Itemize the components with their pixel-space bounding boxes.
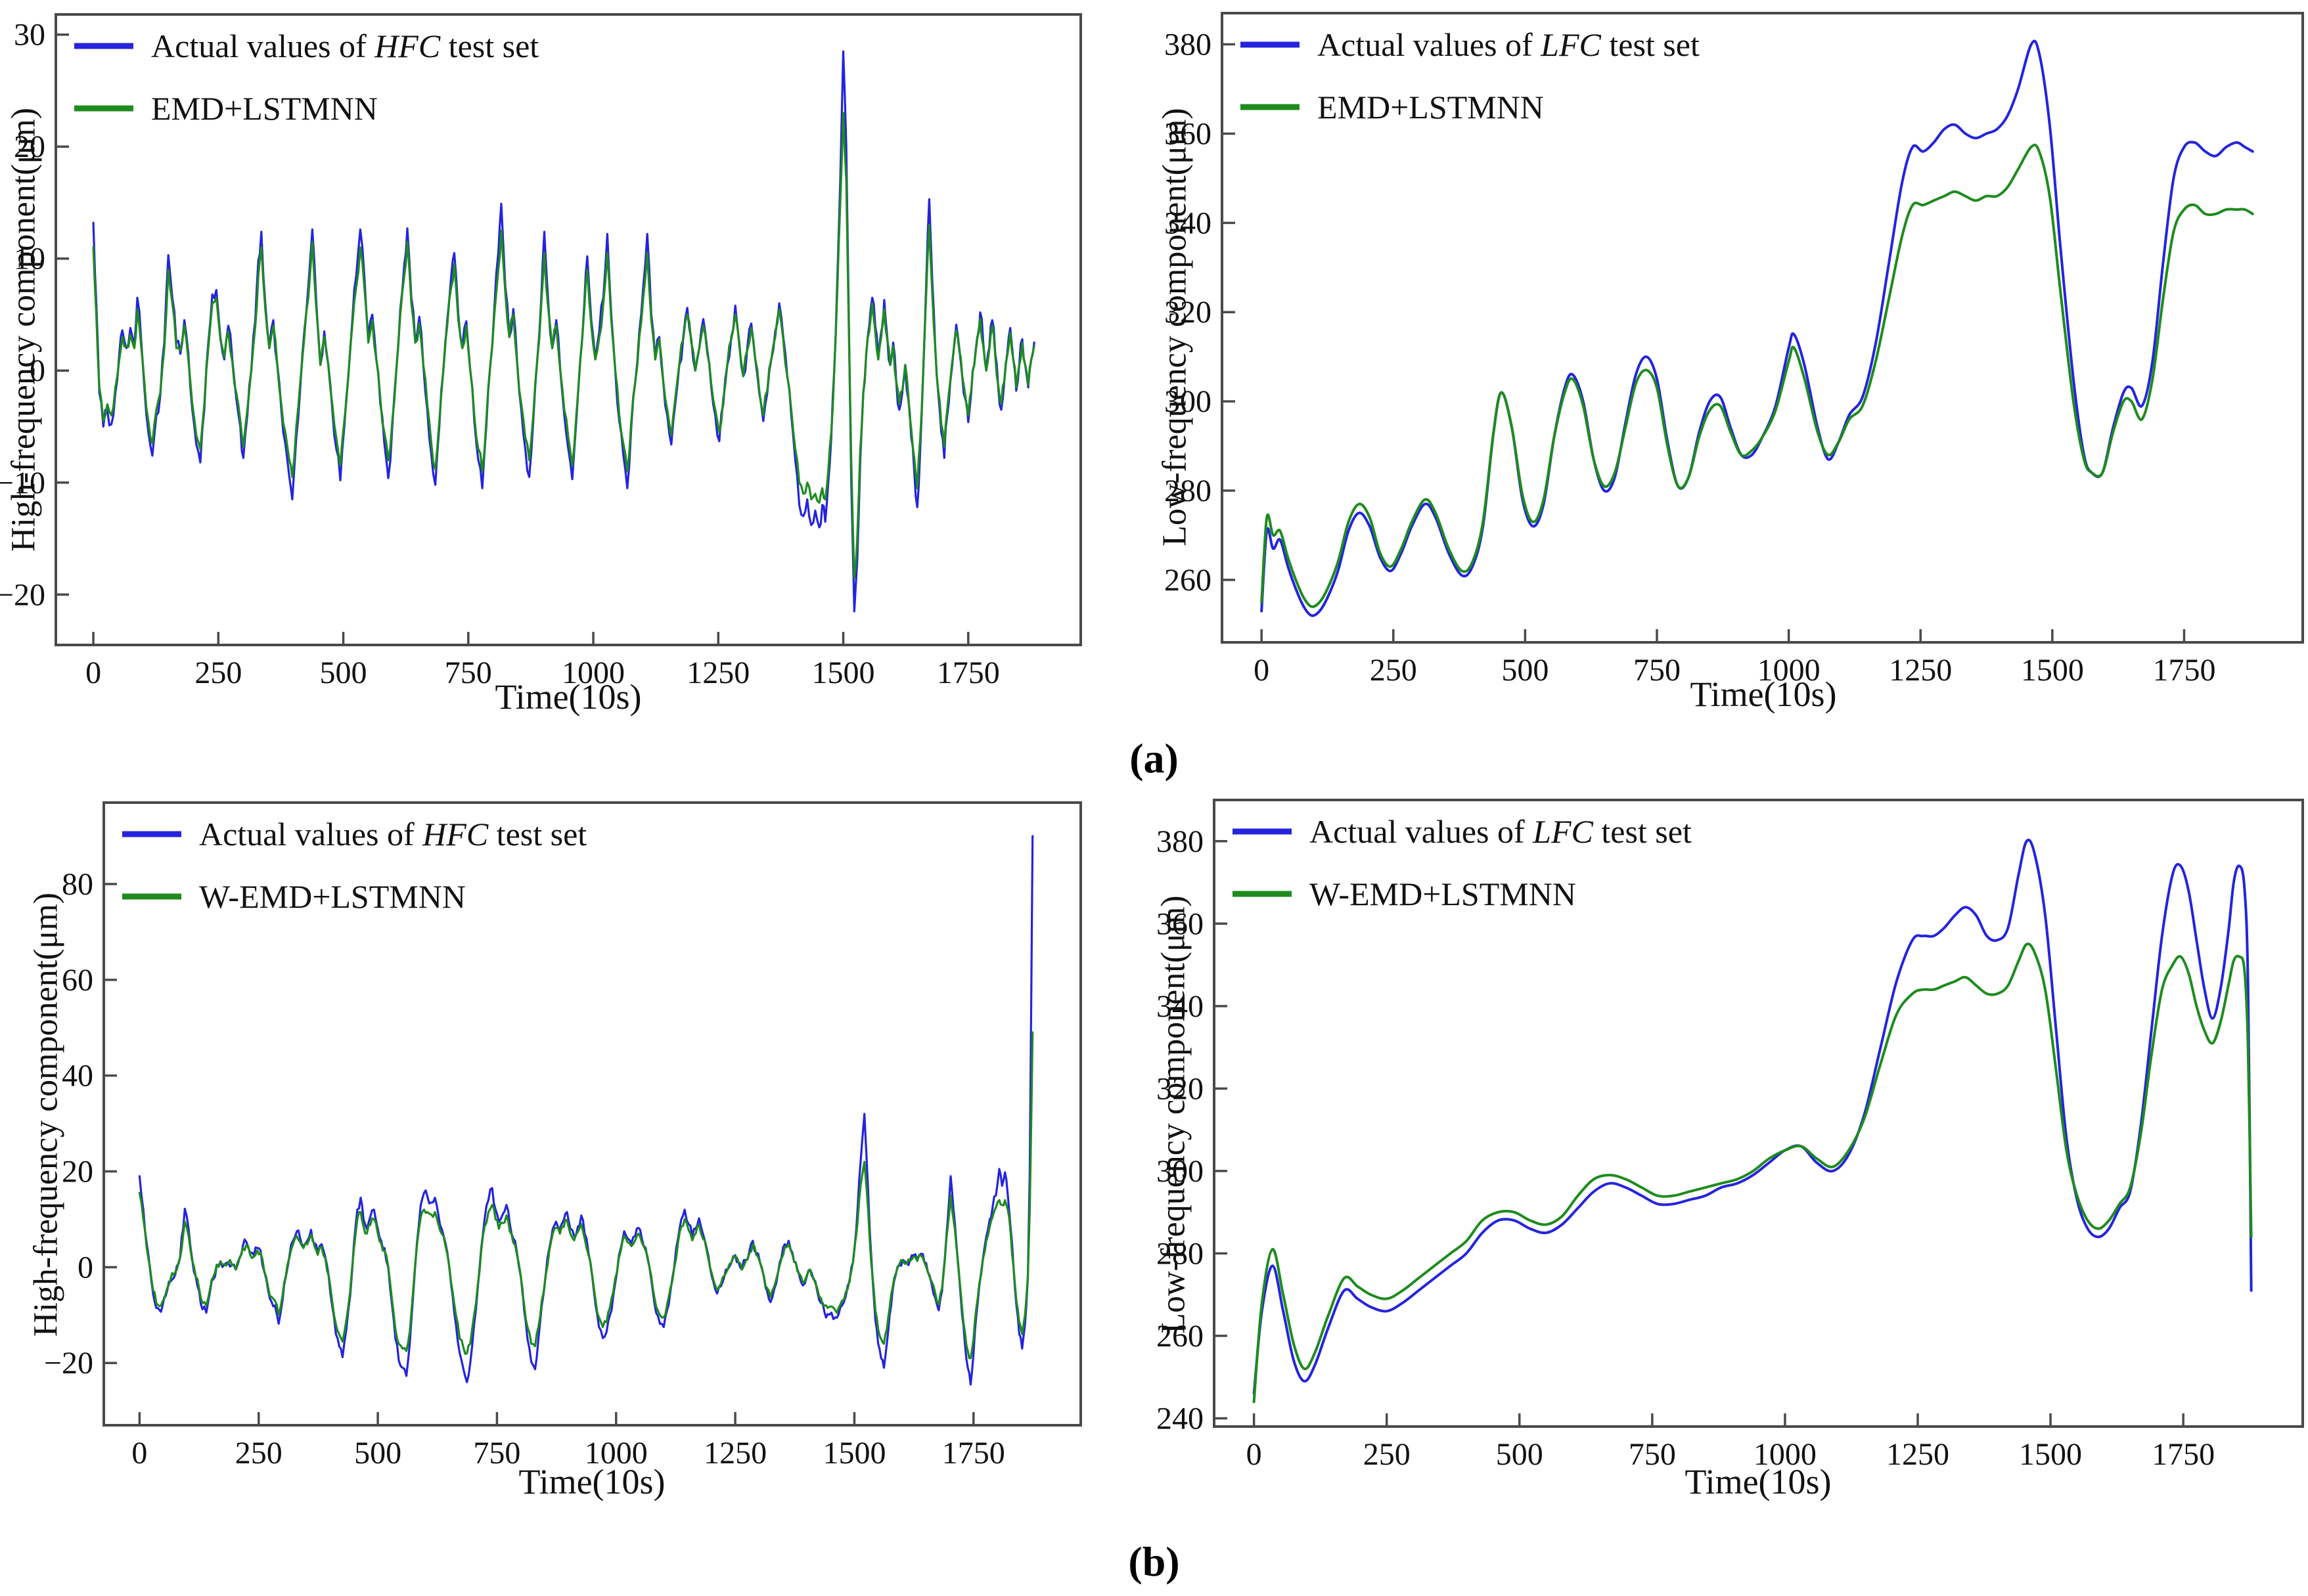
x-tick-label: 1250 <box>1889 653 1952 688</box>
plot-border <box>55 13 1082 646</box>
x-tick-label: 1250 <box>687 655 750 690</box>
series-line-actual-lfc <box>1260 39 2254 617</box>
y-tick-label: −20 <box>0 577 45 612</box>
y-axis-label: Low-frequency component(μm) <box>1154 895 1192 1334</box>
x-tick-label: 750 <box>445 655 492 690</box>
x-tick-label: 1500 <box>2021 653 2084 688</box>
series-line-actual-lfc <box>1252 838 2253 1395</box>
y-tick-label: 300 <box>1164 384 1211 419</box>
y-tick-label: 260 <box>1164 563 1211 598</box>
y-tick-label: 360 <box>1156 906 1204 941</box>
x-tick-label: 1250 <box>1886 1437 1949 1472</box>
y-tick-label: 380 <box>1156 824 1204 859</box>
y-tick-label: 380 <box>1164 28 1211 62</box>
legend-label-0: Actual values of LFC test set <box>1317 26 1700 63</box>
caption-a: (a) <box>1129 735 1179 782</box>
x-tick-label: 500 <box>1501 653 1549 688</box>
x-tick-label: 1500 <box>2019 1437 2082 1472</box>
x-tick-label: 500 <box>1496 1437 1543 1472</box>
y-tick-label: 80 <box>62 867 93 902</box>
y-tick-label: 240 <box>1156 1401 1204 1436</box>
legend-label-1: EMD+LSTMNN <box>151 90 378 127</box>
y-tick-label: 20 <box>14 129 45 164</box>
legend-label-0: Actual values of HFC test set <box>151 28 539 64</box>
x-tick-label: 1750 <box>937 655 1000 690</box>
subplot-a-hfc: 0 250 500 750 1000 1250 1500 1750 −20 −10 0 10 20 30 A… <box>0 0 1154 726</box>
subplot-b-lfc: 0 250 500 750 1000 1250 1500 1750 240 260 280 300 32… <box>1154 791 2308 1520</box>
x-tick-label: 1000 <box>562 655 625 690</box>
x-tick-label: 750 <box>473 1436 520 1471</box>
y-tick-label: 60 <box>62 963 93 998</box>
chart-a-hfc-canvas: 0 250 500 750 1000 1250 1500 1750 −20 −10 0 10 20 30 A… <box>0 13 1082 690</box>
x-tick-label: 1750 <box>2152 1437 2215 1472</box>
x-tick-label: 0 <box>85 655 101 690</box>
plot-border <box>1213 799 2304 1428</box>
x-axis-label: Time(10s) <box>495 677 642 717</box>
x-axis-label: Time(10s) <box>1685 1462 1832 1501</box>
legend-label-1: W-EMD+LSTMNN <box>199 878 466 915</box>
y-tick-label: 0 <box>78 1250 93 1285</box>
x-tick-label: 0 <box>131 1436 147 1471</box>
chart-b-hfc-canvas: 0 250 500 750 1000 1250 1500 1750 −20 0 20 40 60 80 Ac… <box>44 801 1082 1471</box>
legend-label-1: EMD+LSTMNN <box>1317 89 1544 125</box>
x-tick-label: 1000 <box>1757 653 1821 688</box>
y-tick-label: 10 <box>14 242 45 277</box>
y-tick-label: 360 <box>1164 116 1211 151</box>
legend-label-0: Actual values of LFC test set <box>1309 813 1692 850</box>
caption-b: (b) <box>1128 1538 1180 1585</box>
series-line-emd-lstmnn-prediction <box>1260 143 2254 608</box>
x-tick-label: 1500 <box>812 655 875 690</box>
x-tick-label: 1000 <box>585 1436 648 1471</box>
y-tick-label: −20 <box>44 1346 93 1381</box>
x-tick-label: 1750 <box>2152 653 2215 688</box>
y-tick-label: 0 <box>30 353 45 388</box>
subplot-b-hfc: 0 250 500 750 1000 1250 1500 1750 −20 0 20 40 60 80 Ac… <box>0 791 1154 1520</box>
x-axis-label: Time(10s) <box>1690 675 1837 714</box>
y-tick-label: 320 <box>1156 1071 1204 1106</box>
x-tick-label: 500 <box>354 1436 401 1471</box>
x-tick-label: 0 <box>1254 653 1269 688</box>
y-tick-label: −10 <box>0 466 45 500</box>
legend-label-0: Actual values of HFC test set <box>199 816 587 853</box>
y-tick-label: 260 <box>1156 1319 1204 1354</box>
series-line-emd-lstmnn-prediction <box>92 112 1035 579</box>
y-tick-label: 340 <box>1164 206 1211 240</box>
series-line-w-emd-lstmnn-prediction <box>138 1031 1034 1360</box>
subplot-a-lfc: 0 250 500 750 1000 1250 1500 1750 260 280 300 320 34… <box>1154 0 2308 726</box>
series-line-actual-hfc <box>138 835 1034 1386</box>
x-tick-label: 250 <box>1370 653 1417 688</box>
x-tick-label: 750 <box>1629 1437 1676 1472</box>
x-tick-label: 250 <box>1363 1437 1411 1472</box>
y-tick-label: 280 <box>1164 474 1211 508</box>
y-tick-label: 340 <box>1156 989 1204 1024</box>
x-tick-label: 1000 <box>1754 1437 1817 1472</box>
y-tick-label: 20 <box>62 1155 93 1189</box>
x-tick-label: 250 <box>194 655 242 690</box>
x-tick-label: 750 <box>1633 653 1681 688</box>
y-tick-label: 320 <box>1164 295 1211 330</box>
y-tick-label: 40 <box>62 1059 93 1094</box>
series-line-actual-hfc <box>92 50 1035 613</box>
x-tick-label: 500 <box>320 655 367 690</box>
legend-label-1: W-EMD+LSTMNN <box>1309 876 1576 912</box>
series-line-w-emd-lstmnn-prediction <box>1252 942 2253 1404</box>
y-tick-label: 280 <box>1156 1236 1204 1271</box>
y-axis-label: Low-frequency component(μm) <box>1156 108 1194 546</box>
x-tick-label: 0 <box>1246 1437 1262 1472</box>
chart-a-lfc-canvas: 0 250 500 750 1000 1250 1500 1750 260 280 300 320 34… <box>1164 12 2304 688</box>
chart-b-lfc-canvas: 0 250 500 750 1000 1250 1500 1750 240 260 280 300 32… <box>1156 799 2304 1472</box>
plot-border <box>1221 12 2304 644</box>
y-axis-label: High-frequency component(μm) <box>5 107 43 552</box>
plot-border <box>102 801 1082 1427</box>
y-tick-label: 30 <box>14 18 45 53</box>
x-tick-label: 250 <box>235 1436 283 1471</box>
y-axis-label: High-frequency component(μm) <box>27 892 65 1337</box>
x-axis-label: Time(10s) <box>518 1462 666 1501</box>
y-tick-label: 300 <box>1156 1154 1204 1189</box>
x-tick-label: 1250 <box>704 1436 767 1471</box>
x-tick-label: 1500 <box>823 1436 886 1471</box>
x-tick-label: 1750 <box>942 1436 1005 1471</box>
